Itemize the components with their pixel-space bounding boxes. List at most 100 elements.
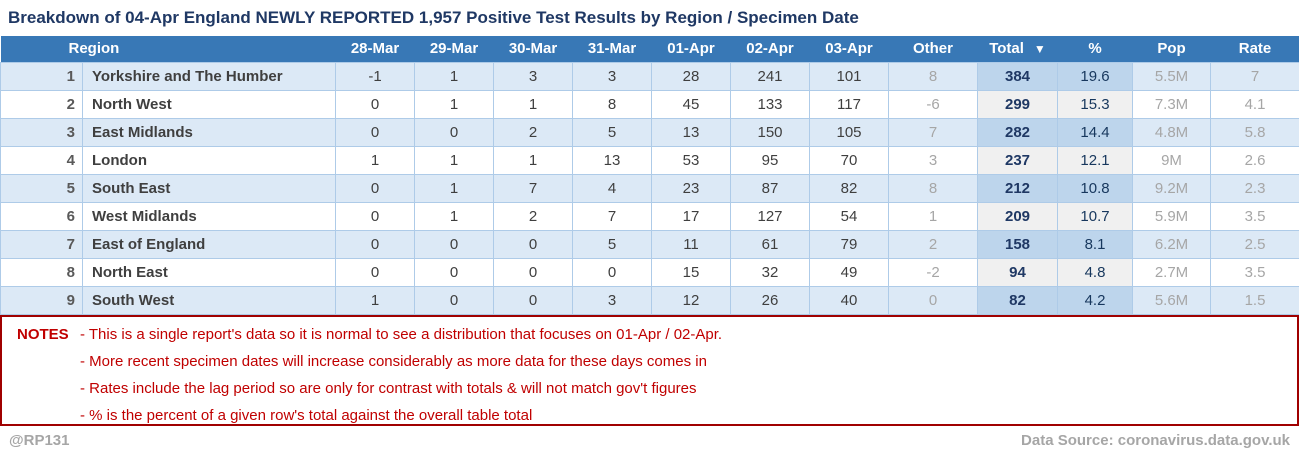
rate-cell: 5.8: [1210, 117, 1299, 147]
value-cell-02-apr: 241: [730, 61, 810, 91]
value-cell-03-apr: 117: [809, 89, 889, 119]
value-cell-30-mar: 0: [493, 285, 573, 315]
value-cell-01-apr: 53: [651, 145, 731, 175]
value-cell-29-mar: 1: [414, 173, 494, 203]
value-cell-03-apr: 40: [809, 285, 889, 315]
total-cell: 158: [977, 229, 1058, 259]
other-cell: 0: [888, 285, 978, 315]
table-row: 8 North East 0 0 0 0 15 32 49 -2 94 4.8 …: [0, 257, 1299, 287]
rank-cell: 7: [0, 229, 83, 259]
region-cell: North West: [82, 89, 336, 119]
other-cell: 2: [888, 229, 978, 259]
percent-cell: 4.8: [1057, 257, 1133, 287]
column-header-total[interactable]: Total ▼: [977, 36, 1058, 62]
rate-cell: 7: [1210, 61, 1299, 91]
region-cell: Yorkshire and The Humber: [82, 61, 336, 91]
value-cell-30-mar: 1: [493, 89, 573, 119]
value-cell-31-mar: 7: [572, 201, 652, 231]
value-cell-30-mar: 1: [493, 145, 573, 175]
value-cell-29-mar: 0: [414, 117, 494, 147]
total-cell: 384: [977, 61, 1058, 91]
column-header-03-apr: 03-Apr: [809, 36, 889, 62]
note-line: - More recent specimen dates will increa…: [80, 352, 707, 370]
region-cell: South West: [82, 285, 336, 315]
pop-cell: 9.2M: [1132, 173, 1211, 203]
value-cell-28-mar: 0: [335, 229, 415, 259]
other-cell: 7: [888, 117, 978, 147]
pop-cell: 5.6M: [1132, 285, 1211, 315]
total-cell: 82: [977, 285, 1058, 315]
value-cell-28-mar: 0: [335, 201, 415, 231]
percent-cell: 4.2: [1057, 285, 1133, 315]
percent-cell: 8.1: [1057, 229, 1133, 259]
rank-cell: 9: [0, 285, 83, 315]
rank-cell: 5: [0, 173, 83, 203]
total-cell: 282: [977, 117, 1058, 147]
table-row: 9 South West 1 0 0 3 12 26 40 0 82 4.2 5…: [0, 285, 1299, 315]
column-header-pop: Pop: [1132, 36, 1211, 62]
other-cell: -2: [888, 257, 978, 287]
value-cell-01-apr: 28: [651, 61, 731, 91]
column-header-02-apr: 02-Apr: [730, 36, 810, 62]
value-cell-31-mar: 3: [572, 285, 652, 315]
value-cell-02-apr: 150: [730, 117, 810, 147]
rate-cell: 2.5: [1210, 229, 1299, 259]
value-cell-01-apr: 17: [651, 201, 731, 231]
column-header-01-apr: 01-Apr: [651, 36, 731, 62]
region-cell: London: [82, 145, 336, 175]
value-cell-30-mar: 0: [493, 229, 573, 259]
pop-cell: 2.7M: [1132, 257, 1211, 287]
region-breakdown-table: Region 28-Mar 29-Mar 30-Mar 31-Mar 01-Ap…: [0, 36, 1299, 315]
column-header-other: Other: [888, 36, 978, 62]
percent-cell: 14.4: [1057, 117, 1133, 147]
pop-cell: 6.2M: [1132, 229, 1211, 259]
value-cell-28-mar: 0: [335, 257, 415, 287]
value-cell-28-mar: 0: [335, 173, 415, 203]
rank-cell: 4: [0, 145, 83, 175]
value-cell-29-mar: 1: [414, 145, 494, 175]
value-cell-31-mar: 5: [572, 229, 652, 259]
rate-cell: 4.1: [1210, 89, 1299, 119]
value-cell-30-mar: 2: [493, 117, 573, 147]
note-line: - % is the percent of a given row's tota…: [80, 406, 533, 424]
table-row: 3 East Midlands 0 0 2 5 13 150 105 7 282…: [0, 117, 1299, 147]
pop-cell: 7.3M: [1132, 89, 1211, 119]
value-cell-30-mar: 2: [493, 201, 573, 231]
percent-cell: 15.3: [1057, 89, 1133, 119]
column-header-region: Region: [0, 36, 336, 62]
value-cell-01-apr: 12: [651, 285, 731, 315]
footer: @RP131 Data Source: coronavirus.data.gov…: [0, 426, 1299, 454]
percent-cell: 10.8: [1057, 173, 1133, 203]
region-cell: East Midlands: [82, 117, 336, 147]
total-header-label: Total: [989, 40, 1024, 58]
header-row: Region 28-Mar 29-Mar 30-Mar 31-Mar 01-Ap…: [0, 36, 1299, 62]
value-cell-02-apr: 61: [730, 229, 810, 259]
value-cell-01-apr: 23: [651, 173, 731, 203]
value-cell-28-mar: 1: [335, 285, 415, 315]
value-cell-01-apr: 45: [651, 89, 731, 119]
percent-cell: 12.1: [1057, 145, 1133, 175]
value-cell-30-mar: 3: [493, 61, 573, 91]
total-cell: 299: [977, 89, 1058, 119]
other-cell: 8: [888, 61, 978, 91]
table-row: 5 South East 0 1 7 4 23 87 82 8 212 10.8…: [0, 173, 1299, 203]
notes-box: NOTES - This is a single report's data s…: [0, 314, 1299, 426]
percent-cell: 10.7: [1057, 201, 1133, 231]
pop-cell: 5.5M: [1132, 61, 1211, 91]
value-cell-29-mar: 0: [414, 285, 494, 315]
rate-cell: 3.5: [1210, 257, 1299, 287]
notes-label: NOTES: [17, 325, 69, 343]
other-cell: 1: [888, 201, 978, 231]
column-header-30-mar: 30-Mar: [493, 36, 573, 62]
value-cell-01-apr: 11: [651, 229, 731, 259]
value-cell-02-apr: 32: [730, 257, 810, 287]
value-cell-31-mar: 13: [572, 145, 652, 175]
value-cell-30-mar: 7: [493, 173, 573, 203]
author-handle: @RP131: [9, 431, 70, 449]
value-cell-29-mar: 0: [414, 229, 494, 259]
percent-cell: 19.6: [1057, 61, 1133, 91]
rate-cell: 3.5: [1210, 201, 1299, 231]
value-cell-31-mar: 3: [572, 61, 652, 91]
column-header-29-mar: 29-Mar: [414, 36, 494, 62]
total-cell: 212: [977, 173, 1058, 203]
